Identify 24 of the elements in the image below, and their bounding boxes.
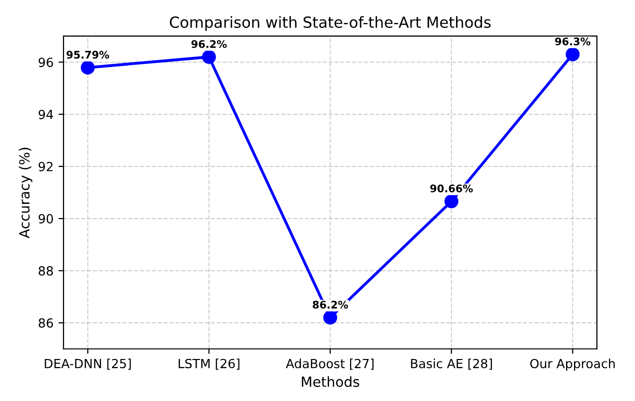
data-label: 95.79% (66, 50, 110, 59)
x-tick-label: DEA-DNN [25] (44, 358, 131, 370)
chart-title: Comparison with State-of-the-Art Methods (170, 16, 491, 31)
point (444, 194, 458, 208)
y-tick-label: 92 (38, 162, 53, 172)
y-tick-label: 96 (38, 58, 53, 68)
x-tick-label: Basic AE [28] (411, 358, 492, 370)
y-tick-label: 88 (38, 266, 53, 276)
point (323, 310, 338, 325)
x-tick-label: LSTM [26] (178, 358, 240, 370)
y-axis-title: Accuracy (%) (18, 148, 32, 238)
x-tick-label: AdaBoost [27] (286, 358, 374, 370)
x-tick-label: Our Approach (530, 358, 615, 371)
x-axis-title: Methods (302, 376, 360, 387)
data-label: 90.66% (430, 184, 473, 192)
data-label: 96.3% (555, 37, 590, 46)
y-tick-label: 90 (38, 214, 53, 224)
point (566, 47, 580, 62)
data-label: 96.2% (191, 40, 227, 48)
y-tick-label: 94 (38, 110, 54, 120)
data-label: 86.2% (312, 300, 348, 309)
point (202, 50, 216, 64)
point (80, 60, 95, 75)
y-tick-label: 86 (38, 318, 53, 328)
